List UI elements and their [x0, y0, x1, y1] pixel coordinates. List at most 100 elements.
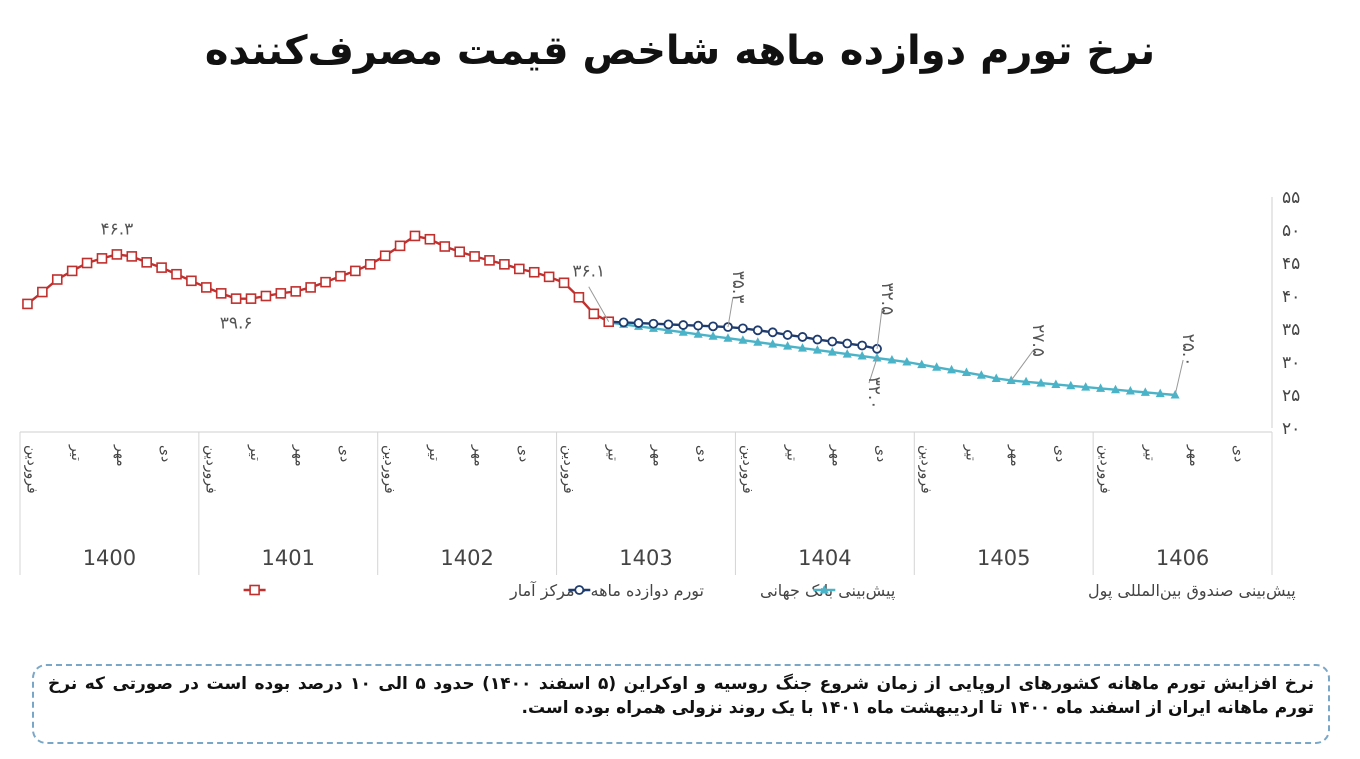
series-point: [663, 319, 674, 330]
series-point: [782, 330, 793, 340]
month-label: مهر: [649, 444, 665, 467]
series-point: [528, 266, 540, 278]
series-point: [1140, 387, 1150, 396]
series-point: [201, 282, 212, 293]
y-tick-label: ۳۵: [1282, 320, 1300, 340]
year-label: 1403: [619, 546, 672, 570]
data-label: ۲۵.۰: [1178, 334, 1198, 367]
series-point: [1111, 384, 1120, 394]
leader-line: [588, 286, 610, 322]
year-label: 1402: [440, 546, 493, 570]
series-point: [588, 308, 600, 320]
series-point: [290, 286, 302, 297]
series-point: [439, 241, 451, 252]
month-label: فروردین: [739, 445, 755, 494]
series-point: [753, 337, 763, 346]
series-point: [66, 265, 78, 277]
month-label: مهر: [113, 444, 129, 467]
y-tick-label: ۵۰: [1282, 221, 1300, 241]
y-tick-label: ۲۰: [1282, 419, 1300, 439]
month-label: تیر: [962, 444, 978, 461]
month-label: دی: [694, 445, 710, 462]
series-point: [111, 249, 123, 260]
series-point: [230, 293, 242, 304]
month-label: فروردین: [381, 445, 397, 494]
year-label: 1401: [262, 546, 315, 570]
month-label: تیر: [605, 444, 621, 461]
series-point: [693, 320, 704, 331]
note-box: نرخ افزایش تورم ماهانه کشورهای اروپایی ا…: [32, 664, 1330, 744]
series-point: [335, 270, 346, 282]
series-point: [842, 338, 853, 349]
series-point: [1081, 382, 1091, 391]
series-point: [887, 355, 897, 364]
series-point: [991, 373, 1001, 382]
series-point: [812, 345, 822, 354]
series-point: [678, 320, 689, 330]
month-label: مهر: [1186, 444, 1202, 467]
y-tick-label: ۳۰: [1282, 353, 1300, 373]
data-label: ۳۲.۰: [864, 377, 884, 410]
series-point: [633, 318, 644, 328]
series-point: [454, 246, 465, 258]
series-point: [126, 251, 138, 262]
series-point: [827, 347, 837, 356]
series-point: [857, 351, 867, 360]
series-point: [1066, 380, 1076, 390]
series-point: [186, 275, 197, 287]
month-label: دی: [1231, 445, 1247, 462]
month-label: دی: [336, 445, 352, 462]
series-point: [514, 263, 525, 275]
y-tick-label: ۲۵: [1282, 386, 1300, 406]
series-point: [663, 325, 673, 334]
month-label: دی: [1052, 445, 1068, 462]
month-label: مهر: [471, 444, 487, 467]
series-point: [394, 240, 406, 252]
month-label: فروردین: [202, 445, 218, 494]
series-point: [708, 331, 718, 340]
series-point: [693, 329, 703, 338]
series-point: [961, 367, 971, 377]
series-point: [245, 293, 257, 304]
month-label: فروردین: [560, 445, 576, 494]
series-point: [409, 230, 421, 242]
series-point: [737, 323, 748, 334]
series-point: [364, 259, 376, 270]
series-point: [947, 364, 957, 374]
leader-line: [868, 357, 878, 384]
data-label: ۲۷.۵: [1028, 324, 1048, 357]
legend-swatch-marker: [249, 584, 260, 596]
month-label: مهر: [828, 444, 844, 467]
chart-title: نرخ تورم دوازده ماهه شاخص قیمت مصرف‌کنند…: [204, 28, 1156, 74]
leader-line: [876, 308, 883, 349]
series-point: [379, 250, 391, 262]
month-label: دی: [515, 445, 531, 462]
y-tick-label: ۴۰: [1282, 287, 1300, 307]
month-label: فروردین: [918, 445, 934, 494]
legend-swatch-marker: [819, 585, 829, 594]
series-point: [171, 268, 182, 280]
series-point: [305, 282, 316, 293]
series-point: [857, 340, 868, 351]
year-label: 1406: [1156, 546, 1209, 570]
series-point: [22, 298, 33, 310]
leader-line: [727, 296, 734, 328]
data-label: ۳۶.۱: [572, 262, 605, 282]
series-point: [1155, 388, 1165, 398]
series-point: [917, 359, 927, 369]
series-point: [827, 336, 838, 347]
series-point: [215, 288, 227, 299]
year-label: 1400: [83, 546, 136, 570]
series-point: [320, 276, 331, 288]
month-label: تیر: [68, 444, 84, 461]
leader-line: [1010, 350, 1034, 381]
series-point: [469, 251, 480, 262]
series-point: [812, 334, 823, 345]
series-point: [648, 318, 659, 329]
month-label: تیر: [426, 444, 442, 461]
series-point: [783, 341, 793, 350]
series-line: [26, 234, 610, 323]
month-label: فروردین: [1097, 445, 1113, 494]
month-label: تیر: [1141, 444, 1157, 461]
series-point: [1125, 386, 1135, 395]
